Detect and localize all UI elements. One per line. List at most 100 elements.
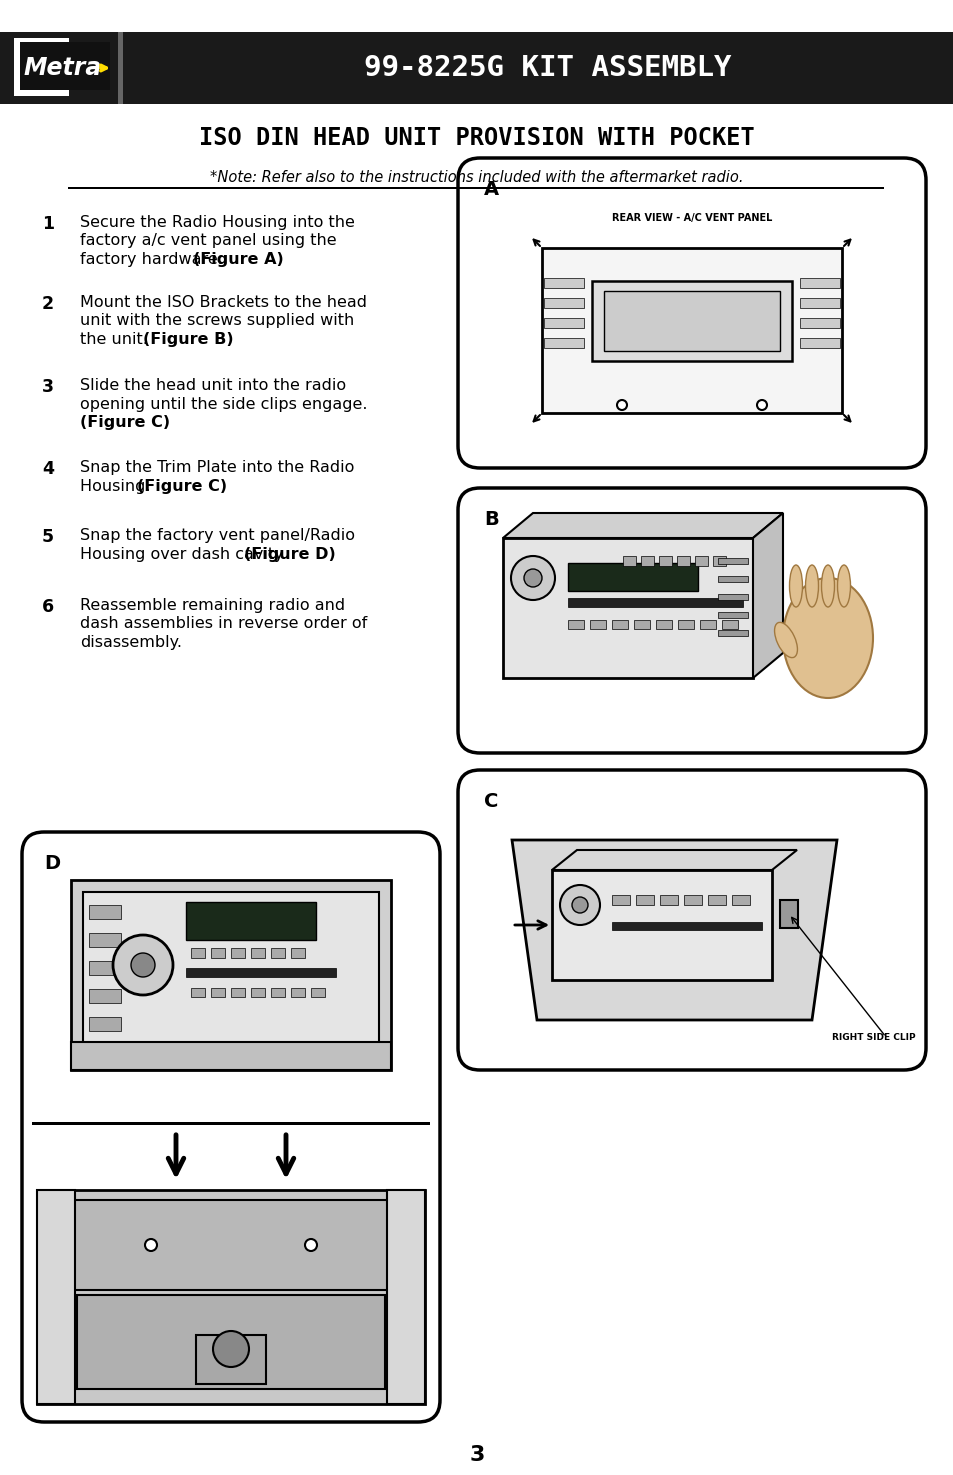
Bar <box>589 620 605 628</box>
Text: factory hardware.: factory hardware. <box>80 252 228 267</box>
Text: 2: 2 <box>42 295 54 313</box>
Bar <box>678 620 693 628</box>
Text: (Figure C): (Figure C) <box>136 478 227 494</box>
Bar <box>0 32 953 105</box>
Bar <box>718 612 747 618</box>
Bar <box>195 1335 266 1384</box>
Bar <box>502 538 752 678</box>
Bar <box>780 900 797 928</box>
Bar <box>640 556 654 566</box>
Bar <box>32 1122 430 1125</box>
Bar <box>20 41 110 90</box>
Bar <box>634 620 649 628</box>
Polygon shape <box>512 839 836 1021</box>
FancyBboxPatch shape <box>457 770 925 1069</box>
Text: (Figure B): (Figure B) <box>143 332 233 347</box>
Bar <box>707 895 725 906</box>
Text: 4: 4 <box>42 460 54 478</box>
Bar <box>89 1016 121 1031</box>
Bar <box>567 597 742 608</box>
Bar <box>543 319 583 327</box>
Bar <box>77 1295 385 1389</box>
Text: Housing.: Housing. <box>80 478 155 494</box>
Bar <box>712 556 725 566</box>
Bar <box>612 922 761 931</box>
Circle shape <box>523 569 541 587</box>
Bar <box>231 948 245 957</box>
Text: A: A <box>483 180 498 199</box>
Bar <box>718 558 747 563</box>
Bar <box>89 962 121 975</box>
Bar <box>291 988 305 997</box>
Bar <box>271 988 285 997</box>
Text: disassembly.: disassembly. <box>80 636 182 650</box>
Text: RIGHT SIDE CLIP: RIGHT SIDE CLIP <box>832 1032 915 1041</box>
Text: 6: 6 <box>42 597 54 617</box>
Bar <box>186 903 315 940</box>
Text: Metra: Metra <box>24 56 102 80</box>
Bar <box>251 948 265 957</box>
Bar <box>731 895 749 906</box>
Text: 3: 3 <box>42 378 54 395</box>
Circle shape <box>305 1239 316 1251</box>
Bar <box>14 38 69 96</box>
Text: (Figure D): (Figure D) <box>244 547 335 562</box>
Bar <box>612 620 627 628</box>
Bar <box>271 948 285 957</box>
Bar <box>612 895 629 906</box>
Bar <box>231 988 245 997</box>
Bar <box>800 277 840 288</box>
Bar <box>543 277 583 288</box>
Bar <box>57 1201 405 1291</box>
Text: Housing over dash cavity.: Housing over dash cavity. <box>80 547 292 562</box>
Text: Mount the ISO Brackets to the head: Mount the ISO Brackets to the head <box>80 295 367 310</box>
Text: Slide the head unit into the radio: Slide the head unit into the radio <box>80 378 346 392</box>
Polygon shape <box>502 513 782 538</box>
Ellipse shape <box>789 565 801 608</box>
Bar <box>622 556 636 566</box>
Bar <box>659 895 678 906</box>
Circle shape <box>572 897 587 913</box>
Bar <box>89 990 121 1003</box>
Bar <box>683 895 701 906</box>
Circle shape <box>617 400 626 410</box>
Text: opening until the side clips engage.: opening until the side clips engage. <box>80 397 367 412</box>
Text: B: B <box>483 510 498 530</box>
Bar <box>37 1190 424 1404</box>
Text: 3: 3 <box>469 1446 484 1465</box>
Text: Secure the Radio Housing into the: Secure the Radio Housing into the <box>80 215 355 230</box>
Bar <box>567 620 583 628</box>
Bar <box>89 906 121 919</box>
Text: 99-8225G KIT ASSEMBLY: 99-8225G KIT ASSEMBLY <box>364 55 731 83</box>
Ellipse shape <box>774 622 797 658</box>
Bar <box>603 291 780 351</box>
Circle shape <box>559 885 599 925</box>
Bar <box>552 870 771 979</box>
Text: 1: 1 <box>42 215 54 233</box>
Text: the unit.: the unit. <box>80 332 152 347</box>
Bar <box>800 319 840 327</box>
Ellipse shape <box>804 565 818 608</box>
Circle shape <box>511 556 555 600</box>
Circle shape <box>112 935 172 996</box>
Ellipse shape <box>821 565 834 608</box>
Text: REAR VIEW - A/C VENT PANEL: REAR VIEW - A/C VENT PANEL <box>611 212 771 223</box>
Bar <box>191 988 205 997</box>
Bar <box>71 1041 391 1069</box>
Polygon shape <box>752 513 782 678</box>
Bar <box>800 298 840 308</box>
FancyBboxPatch shape <box>22 832 439 1422</box>
Bar <box>0 0 953 32</box>
Polygon shape <box>552 850 796 870</box>
Bar <box>387 1190 424 1404</box>
Bar <box>118 32 123 105</box>
Bar <box>636 895 654 906</box>
Bar <box>721 620 738 628</box>
Bar <box>718 630 747 636</box>
Text: unit with the screws supplied with: unit with the screws supplied with <box>80 314 354 329</box>
FancyBboxPatch shape <box>457 158 925 468</box>
Text: Snap the Trim Plate into the Radio: Snap the Trim Plate into the Radio <box>80 460 354 475</box>
Bar <box>541 248 841 413</box>
Bar <box>718 594 747 600</box>
Ellipse shape <box>837 565 850 608</box>
